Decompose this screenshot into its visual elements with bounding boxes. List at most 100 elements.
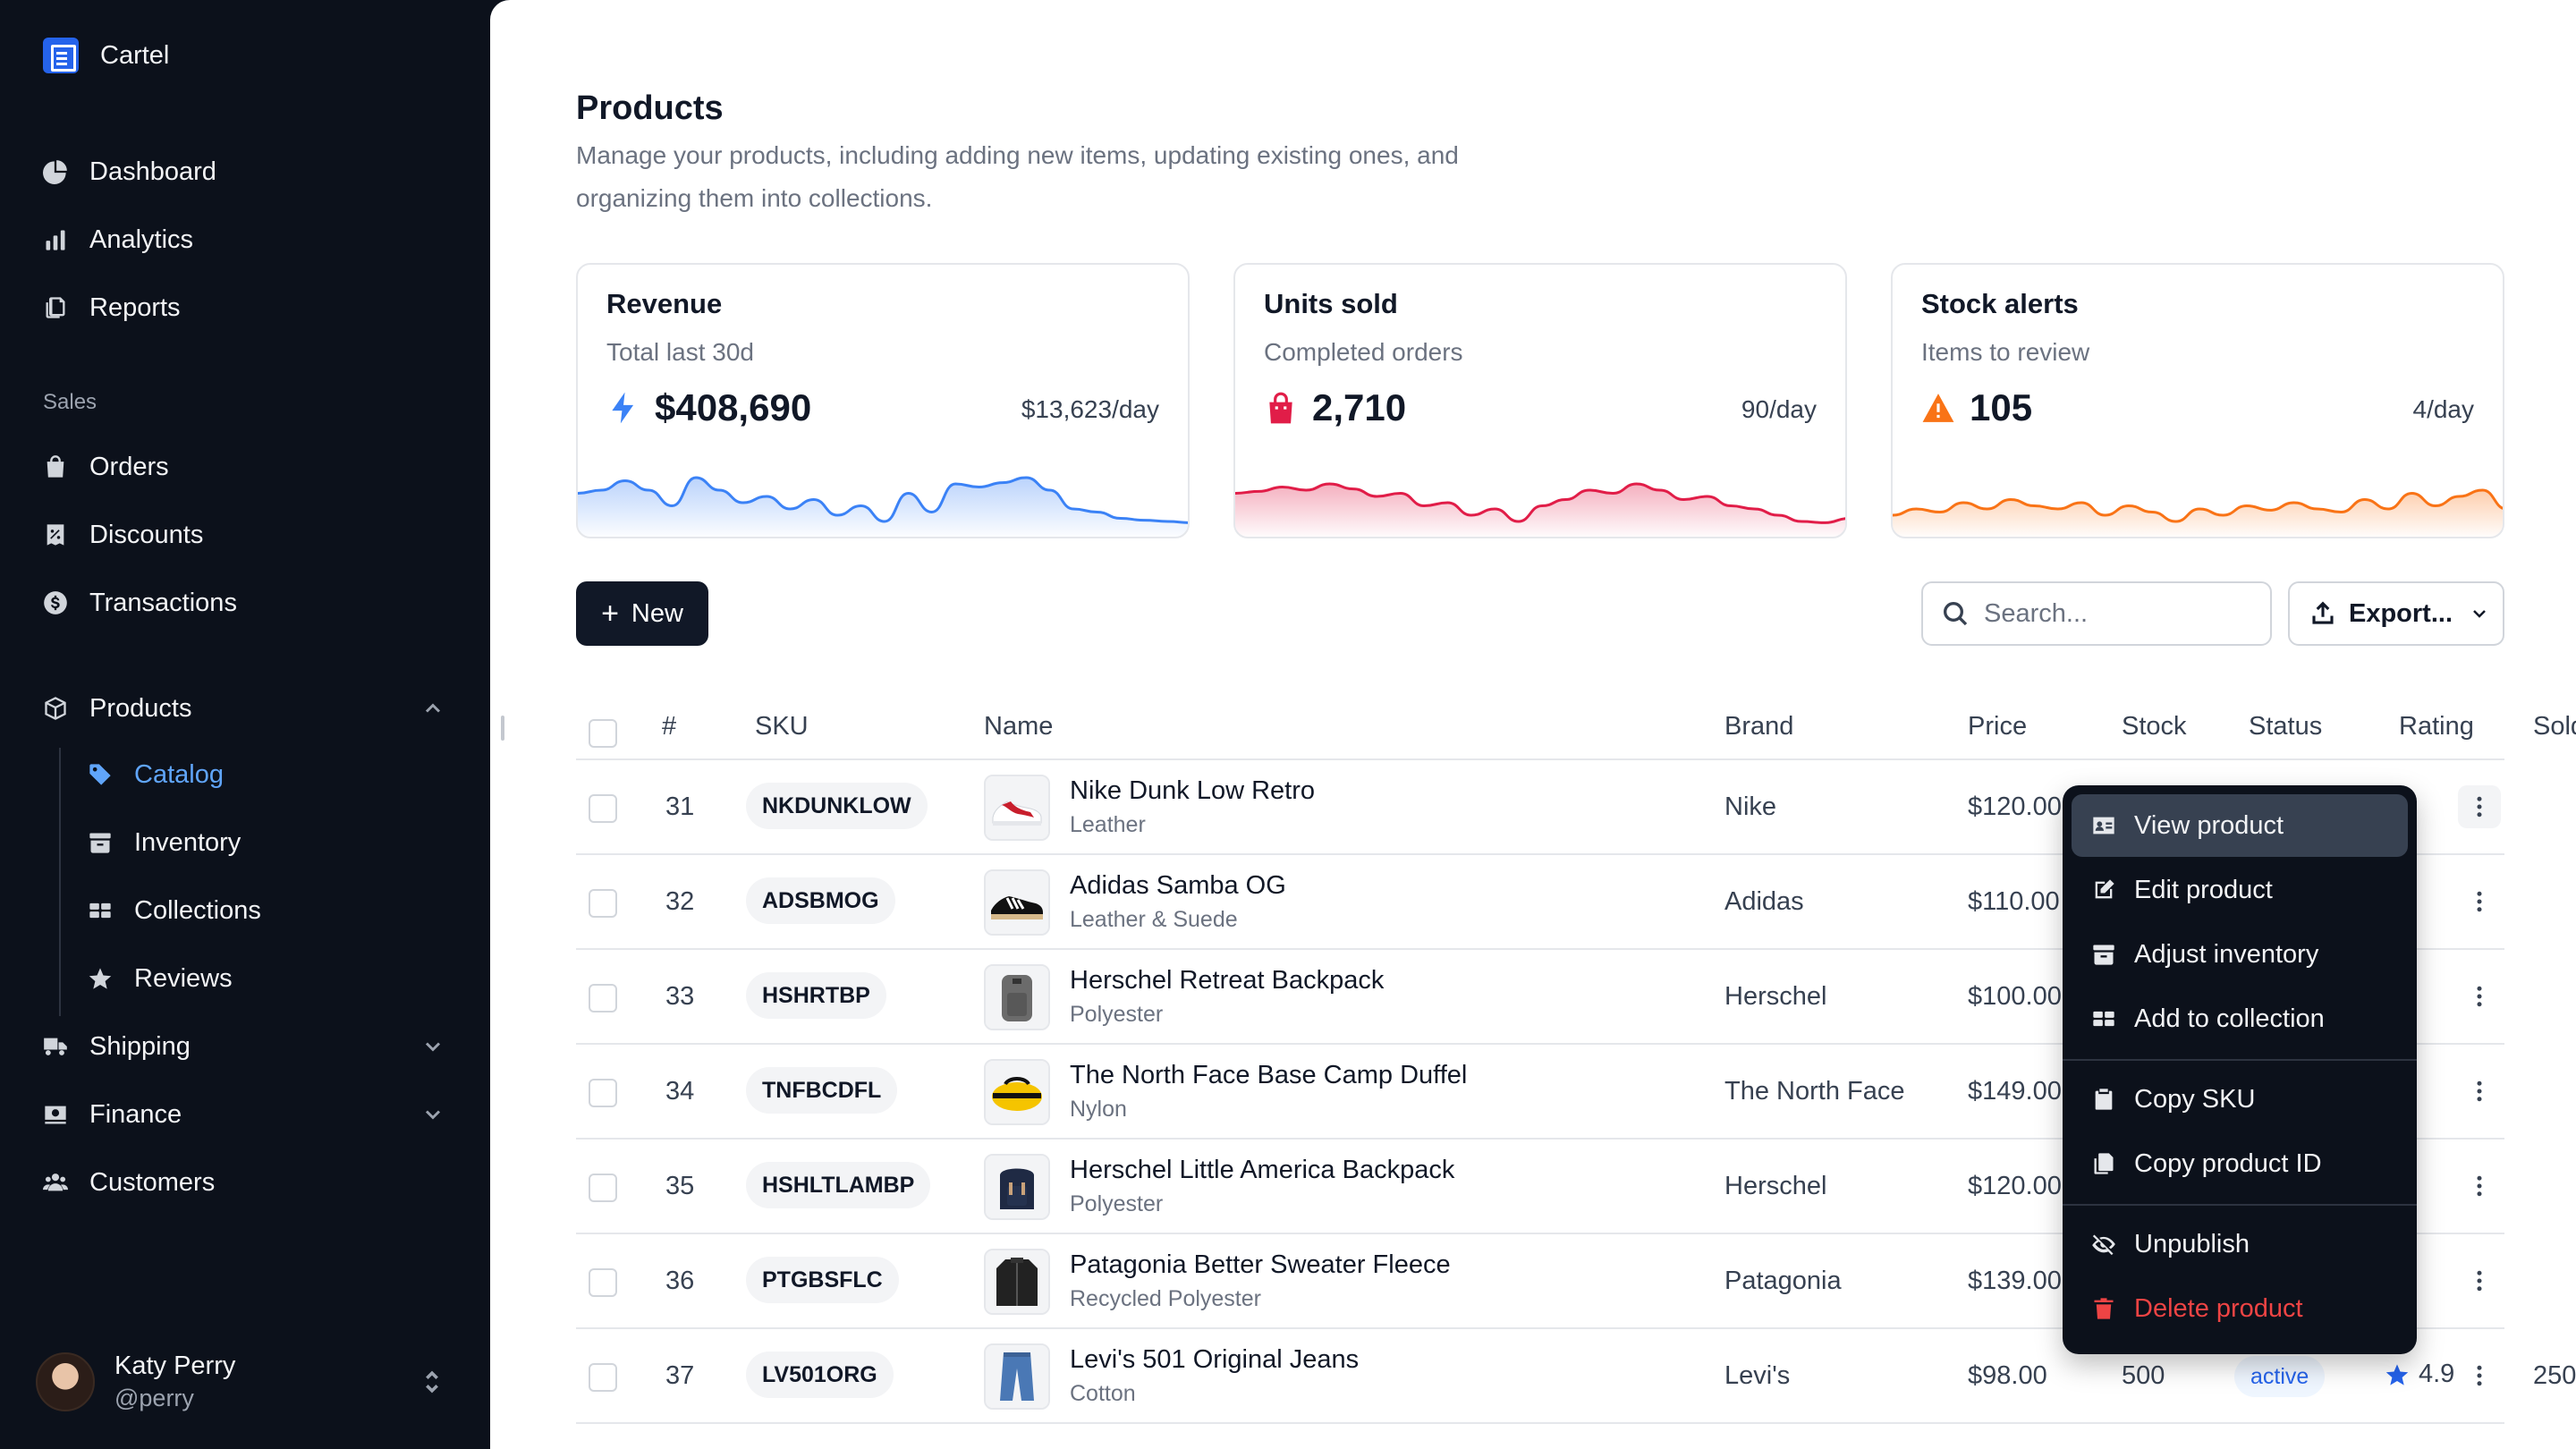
product-name[interactable]: The North Face Base Camp Duffel — [1070, 1061, 1468, 1089]
row-checkbox[interactable] — [589, 1268, 617, 1297]
section-label-sales: Sales — [43, 390, 97, 414]
chevron-up-icon[interactable] — [420, 696, 445, 721]
sidebar-resize-handle[interactable] — [501, 716, 504, 741]
column-header-rating[interactable]: Rating — [2399, 712, 2474, 741]
sidebar-item-products[interactable]: Products — [43, 687, 447, 730]
documents-icon — [43, 295, 68, 320]
sidebar-item-label: Discounts — [89, 520, 204, 549]
receipt-percent-icon — [43, 522, 68, 547]
menu-item-add-to-collection[interactable]: Add to collection — [2072, 987, 2408, 1050]
tag-icon — [88, 762, 113, 787]
table-row[interactable]: 31 NKDUNKLOW Nike Dunk Low Retro Leather… — [576, 760, 2504, 855]
row-actions-button[interactable] — [2458, 975, 2501, 1018]
row-checkbox[interactable] — [589, 1079, 617, 1107]
product-name[interactable]: Herschel Little America Backpack — [1070, 1156, 1455, 1184]
user-profile[interactable]: Katy Perry @perry — [36, 1351, 447, 1413]
kebab-icon — [2477, 1365, 2482, 1386]
row-number: 32 — [665, 887, 695, 916]
sku-badge: TNFBCDFL — [746, 1067, 898, 1114]
menu-item-adjust-inventory[interactable]: Adjust inventory — [2072, 923, 2408, 986]
sidebar-item-reviews[interactable]: Reviews — [88, 957, 233, 1000]
sidebar-item-customers[interactable]: Customers — [43, 1161, 215, 1204]
cube-icon — [43, 696, 68, 721]
sidebar-item-transactions[interactable]: Transactions — [43, 581, 237, 624]
menu-item-copy-product-id[interactable]: Copy product ID — [2072, 1132, 2408, 1195]
card-value: $408,690 — [655, 386, 812, 428]
new-product-button[interactable]: + New — [576, 581, 708, 646]
export-button[interactable]: Export... — [2288, 581, 2504, 646]
archive-box-icon — [88, 830, 113, 855]
row-number: 33 — [665, 982, 695, 1011]
row-actions-button[interactable] — [2458, 1259, 2501, 1302]
row-checkbox[interactable] — [589, 794, 617, 823]
row-actions-button[interactable] — [2458, 1070, 2501, 1113]
backpack-grey-icon — [984, 964, 1050, 1030]
card-rate: 90/day — [1741, 395, 1817, 423]
row-checkbox[interactable] — [589, 1174, 617, 1202]
column-header-sku[interactable]: SKU — [755, 712, 809, 741]
star-icon — [88, 966, 113, 991]
sidebar-item-reports[interactable]: Reports — [43, 286, 181, 329]
star-icon — [2385, 1363, 2409, 1385]
column-header-brand[interactable]: Brand — [1724, 712, 1794, 741]
card-value: 2,710 — [1312, 386, 1407, 428]
column-header-name[interactable]: Name — [984, 712, 1054, 741]
sidebar-item-dashboard[interactable]: Dashboard — [43, 150, 216, 193]
row-checkbox[interactable] — [589, 984, 617, 1013]
sidebar-item-catalog[interactable]: Catalog — [88, 753, 224, 796]
row-actions-button[interactable] — [2458, 880, 2501, 923]
sidebar-item-shipping[interactable]: Shipping — [43, 1025, 447, 1068]
row-actions-menu: View product Edit product Adjust invento… — [2063, 785, 2417, 1354]
pencil-square-icon — [2091, 877, 2116, 902]
table-row[interactable]: 32 ADSBMOG Adidas Samba OG Leather & Sue… — [576, 855, 2504, 950]
table-row[interactable]: 34 TNFBCDFL The North Face Base Camp Duf… — [576, 1045, 2504, 1140]
column-header-status[interactable]: Status — [2249, 712, 2323, 741]
sidebar-item-discounts[interactable]: Discounts — [43, 513, 203, 556]
chevron-up-down-icon[interactable] — [417, 1367, 447, 1397]
product-name[interactable]: Adidas Samba OG — [1070, 871, 1286, 900]
sidebar-item-analytics[interactable]: Analytics — [43, 218, 193, 261]
stock-sparkline — [1893, 488, 2503, 537]
table-row[interactable]: 36 PTGBSFLC Patagonia Better Sweater Fle… — [576, 1234, 2504, 1329]
search-box[interactable] — [1921, 581, 2272, 646]
product-material: Nylon — [1070, 1097, 1127, 1122]
sparkline-area — [578, 478, 1188, 537]
row-actions-button[interactable] — [2458, 785, 2501, 828]
column-header-stock[interactable]: Stock — [2122, 712, 2187, 741]
menu-item-edit-product[interactable]: Edit product — [2072, 859, 2408, 921]
row-checkbox[interactable] — [589, 1363, 617, 1392]
product-name[interactable]: Nike Dunk Low Retro — [1070, 776, 1315, 805]
shopping-bag-icon — [43, 454, 68, 479]
menu-item-copy-sku[interactable]: Copy SKU — [2072, 1068, 2408, 1131]
sidebar-item-finance[interactable]: Finance — [43, 1093, 447, 1136]
column-header-price[interactable]: Price — [1968, 712, 2028, 741]
menu-item-delete-product[interactable]: Delete product — [2072, 1277, 2408, 1340]
sidebar-item-collections[interactable]: Collections — [88, 889, 261, 932]
sold-count: 2500 — [2533, 1361, 2576, 1390]
row-number: 31 — [665, 792, 695, 821]
column-header-sold-count[interactable]: Sold count — [2533, 712, 2576, 741]
table-row[interactable]: 33 HSHRTBP Herschel Retreat Backpack Pol… — [576, 950, 2504, 1045]
select-all-checkbox[interactable] — [589, 719, 617, 748]
sku-badge: PTGBSFLC — [746, 1257, 899, 1303]
export-label: Export... — [2349, 598, 2453, 628]
row-actions-button[interactable] — [2458, 1354, 2501, 1397]
sidebar-item-orders[interactable]: Orders — [43, 445, 169, 488]
table-row[interactable]: 37 LV501ORG Levi's 501 Original Jeans Co… — [576, 1329, 2576, 1424]
row-checkbox[interactable] — [589, 889, 617, 918]
column-header-number[interactable]: # — [662, 712, 677, 741]
menu-item-view-product[interactable]: View product — [2072, 794, 2408, 857]
kebab-icon — [2477, 1080, 2482, 1102]
search-input[interactable] — [1984, 598, 2252, 629]
brand[interactable]: Cartel — [43, 36, 169, 75]
menu-item-unpublish[interactable]: Unpublish — [2072, 1213, 2408, 1275]
product-name[interactable]: Patagonia Better Sweater Fleece — [1070, 1250, 1451, 1279]
sidebar-item-inventory[interactable]: Inventory — [88, 821, 241, 864]
product-name[interactable]: Levi's 501 Original Jeans — [1070, 1345, 1360, 1374]
stat-card-stock-alerts: Stock alerts Items to review 105 4/day — [1891, 263, 2504, 538]
row-actions-button[interactable] — [2458, 1165, 2501, 1208]
sidebar-item-label: Collections — [134, 895, 261, 925]
chevron-down-icon[interactable] — [420, 1102, 445, 1127]
chevron-down-icon[interactable] — [420, 1034, 445, 1059]
product-name[interactable]: Herschel Retreat Backpack — [1070, 966, 1385, 995]
